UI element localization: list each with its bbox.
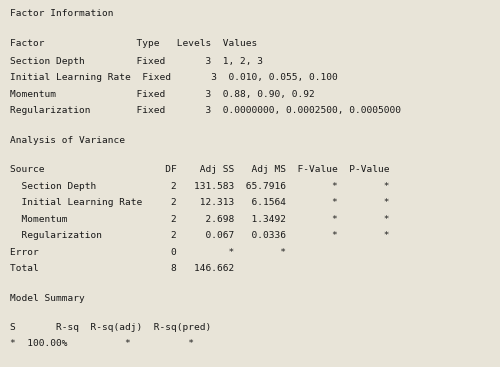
Text: Regularization            2     0.067   0.0336        *        *: Regularization 2 0.067 0.0336 * * [10,231,390,240]
Text: Section Depth             2   131.583  65.7916        *        *: Section Depth 2 131.583 65.7916 * * [10,182,390,191]
Text: Regularization        Fixed       3  0.0000000, 0.0002500, 0.0005000: Regularization Fixed 3 0.0000000, 0.0002… [10,106,401,116]
Text: Initial Learning Rate  Fixed       3  0.010, 0.055, 0.100: Initial Learning Rate Fixed 3 0.010, 0.0… [10,73,338,83]
Text: Momentum                  2     2.698   1.3492        *        *: Momentum 2 2.698 1.3492 * * [10,215,390,224]
Text: Model Summary: Model Summary [10,294,85,303]
Text: Factor Information: Factor Information [10,9,114,18]
Text: Analysis of Variance: Analysis of Variance [10,136,125,145]
Text: Factor                Type   Levels  Values: Factor Type Levels Values [10,39,257,48]
Text: S       R-sq  R-sq(adj)  R-sq(pred): S R-sq R-sq(adj) R-sq(pred) [10,323,211,332]
Text: Source                     DF    Adj SS   Adj MS  F-Value  P-Value: Source DF Adj SS Adj MS F-Value P-Value [10,165,390,174]
Text: Total                       8   146.662: Total 8 146.662 [10,264,234,273]
Text: Section Depth         Fixed       3  1, 2, 3: Section Depth Fixed 3 1, 2, 3 [10,57,263,66]
Text: Error                       0         *        *: Error 0 * * [10,248,286,257]
Text: Initial Learning Rate     2    12.313   6.1564        *        *: Initial Learning Rate 2 12.313 6.1564 * … [10,198,390,207]
Text: *  100.00%          *          *: * 100.00% * * [10,339,194,349]
Text: Momentum              Fixed       3  0.88, 0.90, 0.92: Momentum Fixed 3 0.88, 0.90, 0.92 [10,90,315,99]
